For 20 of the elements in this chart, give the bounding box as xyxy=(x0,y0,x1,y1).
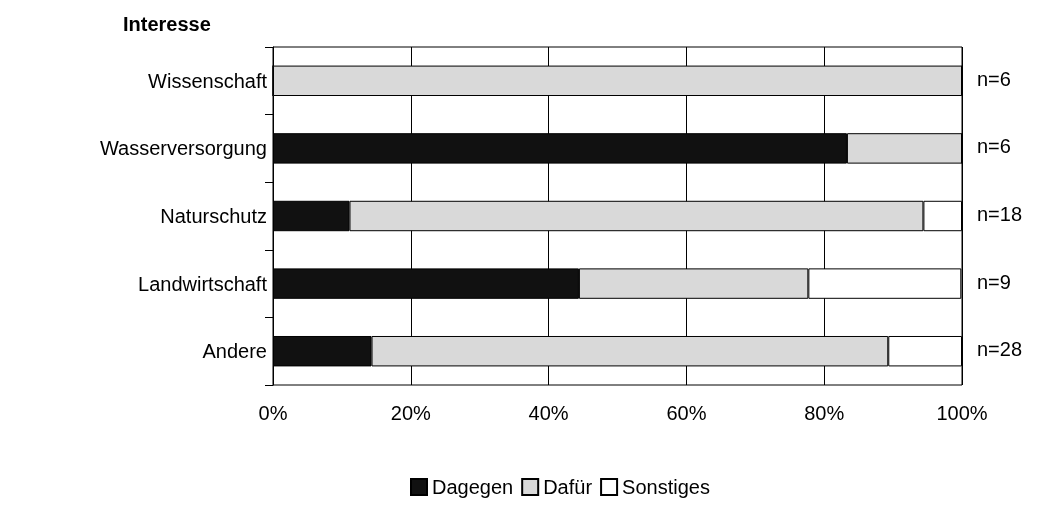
y-tick-label: Naturschutz xyxy=(160,205,267,227)
text: n=6 xyxy=(977,135,1011,158)
text: n=6 xyxy=(977,67,1011,90)
y-axis-title: Interesse xyxy=(123,13,211,35)
x-tick-label: 100% xyxy=(936,402,988,424)
y-tick-label: Wasserversorgung xyxy=(99,137,267,160)
y-tick-label: Landwirtschaft xyxy=(138,272,268,295)
x-tick-label: 80% xyxy=(804,402,845,424)
y-tick-label: Andere xyxy=(202,340,267,363)
x-tick-label: 60% xyxy=(666,402,707,424)
x-tick-label: 40% xyxy=(528,402,569,424)
legend-label: Sonstiges xyxy=(622,476,710,498)
x-tick-label: 20% xyxy=(390,402,432,424)
legend-label: Dagegen xyxy=(432,476,514,498)
text: n=28 xyxy=(977,338,1023,361)
x-tick-label: 0% xyxy=(258,402,288,424)
text: n=18 xyxy=(977,203,1023,225)
y-tick-label: Wissenschaft xyxy=(148,69,268,92)
text: n=9 xyxy=(977,270,1011,293)
legend-label: Dafür xyxy=(543,476,593,498)
